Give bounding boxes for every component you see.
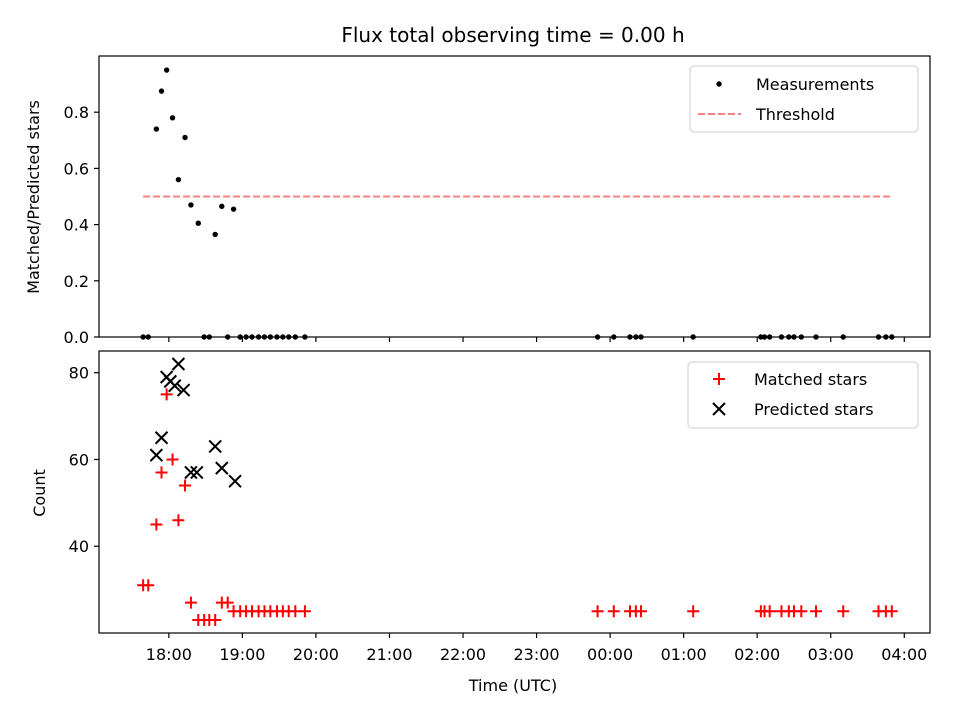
bottom-x-ticks: 18:00 19:00 20:00 21:00 22:00 23:00 00:00 01:00…	[146, 633, 927, 664]
measurement-point	[219, 203, 225, 210]
measurement-point	[169, 115, 176, 121]
legend-matched-label: Matched stars	[754, 370, 867, 389]
bottom-legend-box	[687, 361, 919, 429]
legend-measurements-label: Measurements	[756, 75, 874, 94]
matched-star-point	[160, 388, 173, 401]
measurement-point	[182, 134, 188, 141]
predicted-star-point	[228, 474, 242, 488]
predicted-star-point	[168, 379, 182, 393]
measurement-point	[158, 88, 165, 94]
matched-star-point	[184, 596, 197, 609]
legend-predicted-marker	[712, 402, 726, 416]
top-y-tick-label: 0.6	[64, 159, 89, 178]
matched-star-point	[142, 579, 155, 592]
x-tick-label: 02:00	[734, 645, 780, 664]
x-tick-label: 23:00	[514, 645, 560, 664]
matched-star-point	[885, 605, 898, 618]
matched-star-point	[837, 605, 850, 618]
bottom-y-tick-label: 80	[69, 364, 89, 383]
predicted-star-point	[208, 439, 222, 454]
x-tick-label: 20:00	[293, 645, 339, 664]
predicted-star-point	[190, 465, 204, 480]
top-y-tick-label: 0.4	[64, 216, 89, 235]
matched-star-point	[150, 518, 163, 531]
legend-predicted-label: Predicted stars	[754, 400, 874, 419]
matched-star-point	[810, 605, 823, 618]
matched-star-point	[155, 466, 168, 479]
top-legend: Measurements Threshold	[689, 65, 919, 133]
top-marks	[140, 67, 895, 340]
matched-star-point	[209, 613, 222, 626]
x-tick-label: 04:00	[881, 645, 927, 664]
top-axes-frame	[98, 55, 931, 338]
matched-star-point	[763, 605, 776, 618]
x-tick-label: 18:00	[146, 645, 192, 664]
legend-threshold-label: Threshold	[755, 105, 835, 124]
x-tick-label: 03:00	[808, 645, 854, 664]
x-tick-label: 22:00	[440, 645, 486, 664]
matched-star-point	[607, 605, 620, 618]
matched-star-point	[795, 605, 808, 618]
x-tick-label: 19:00	[219, 645, 265, 664]
measurement-point	[153, 126, 160, 132]
x-tick-label: 01:00	[661, 645, 707, 664]
measurement-point	[212, 231, 218, 238]
bottom-axes-frame	[98, 350, 931, 634]
top-y-tick-label: 0.8	[64, 103, 89, 122]
top-y-tick-label: 0.2	[64, 272, 89, 291]
matched-star-point	[166, 453, 179, 466]
chart-title: Flux total observing time = 0.00 h	[341, 23, 684, 47]
bottom-ylabel: Count	[30, 469, 49, 517]
top-x-ticks	[168, 337, 905, 342]
measurement-point	[188, 202, 194, 208]
legend-measurements-marker	[716, 81, 722, 87]
legend-matched-marker	[713, 373, 725, 385]
matched-star-point	[179, 479, 192, 492]
bottom-y-ticks: 40 60 80	[69, 364, 99, 556]
predicted-star-point	[171, 357, 186, 371]
predicted-star-point	[176, 383, 191, 397]
predicted-star-point	[184, 465, 198, 480]
x-axis-label: Time (UTC)	[468, 676, 557, 695]
top-ylabel: Matched/Predicted stars	[24, 100, 43, 294]
predicted-star-point	[215, 461, 229, 475]
bottom-panel: Count 40 60 80 18:00 19:00 20:00 21:00 22:00 23…	[30, 350, 931, 664]
measurement-point	[195, 220, 201, 226]
matched-star-point	[298, 605, 311, 618]
matched-star-point	[634, 605, 647, 618]
top-y-tick-label: 0.0	[64, 328, 89, 347]
measurement-point	[175, 176, 182, 183]
bottom-marks	[137, 357, 898, 626]
measurement-point	[163, 67, 170, 73]
predicted-star-point	[154, 431, 169, 445]
matched-star-point	[687, 605, 700, 618]
top-y-ticks: 0.0 0.2 0.4 0.6 0.8	[64, 103, 99, 347]
matched-star-point	[591, 605, 604, 618]
x-tick-label: 21:00	[366, 645, 412, 664]
bottom-y-tick-label: 40	[69, 537, 89, 556]
x-tick-label: 00:00	[587, 645, 633, 664]
matched-star-point	[221, 596, 234, 609]
predicted-star-point	[149, 448, 164, 462]
matched-star-point	[172, 514, 185, 527]
bottom-y-tick-label: 60	[69, 450, 89, 469]
bottom-legend: Matched stars Predicted stars	[687, 361, 919, 429]
top-legend-box	[689, 65, 919, 133]
measurement-point	[230, 206, 237, 212]
top-panel: Matched/Predicted stars 0.00.20.40.60.8 …	[24, 55, 931, 347]
